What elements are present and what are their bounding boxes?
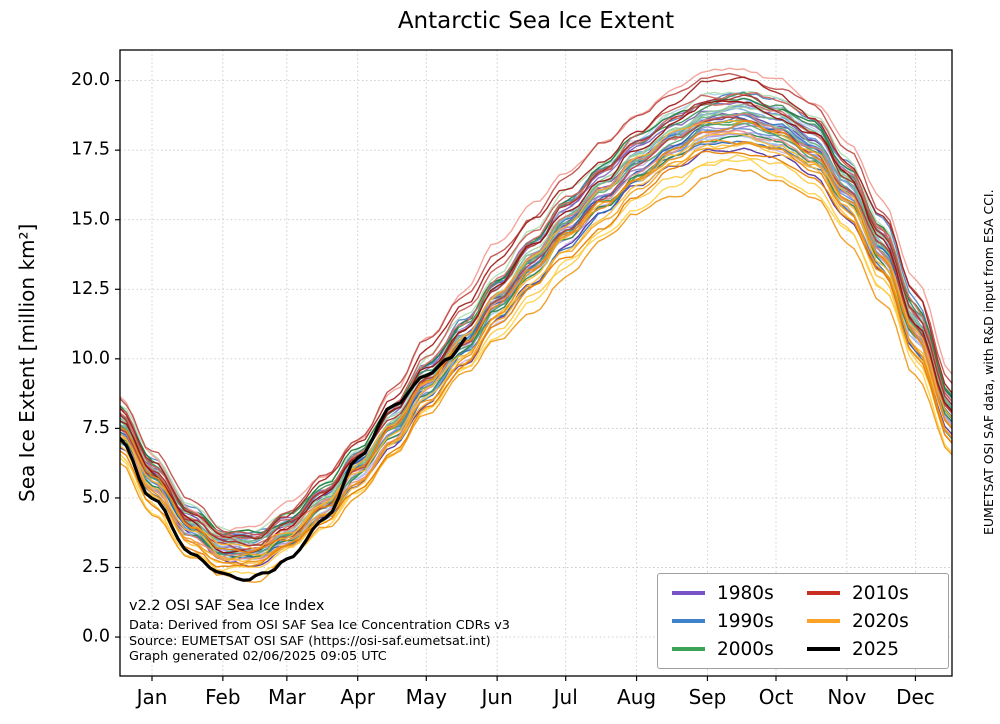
legend: 1980s 1990s 2000s 2010s 2020s 2025 (657, 573, 949, 669)
legend-item-1980s: 1980s (672, 583, 799, 604)
legend-label: 2010s (852, 582, 909, 604)
legend-item-2025: 2025 (807, 639, 934, 660)
chart-title: Antarctic Sea Ice Extent (397, 8, 675, 34)
legend-item-2020s: 2020s (807, 611, 934, 632)
legend-label: 1990s (717, 610, 774, 632)
legend-label: 1980s (717, 582, 774, 604)
annotation-version: v2.2 OSI SAF Sea Ice Index (129, 598, 325, 614)
legend-label: 2025 (852, 638, 900, 660)
legend-item-2000s: 2000s (672, 639, 799, 660)
annotations-block: v2.2 OSI SAF Sea Ice Index Data: Derived… (129, 598, 510, 665)
legend-swatch (672, 647, 705, 651)
legend-label: 2020s (852, 610, 909, 632)
legend-swatch (672, 619, 705, 623)
legend-swatch (807, 591, 840, 595)
y-axis-label: Sea Ice Extent [million km²] (15, 223, 39, 503)
legend-swatch (807, 619, 840, 623)
legend-label: 2000s (717, 638, 774, 660)
legend-item-2010s: 2010s (807, 583, 934, 604)
annotation-data: Data: Derived from OSI SAF Sea Ice Conce… (129, 618, 510, 633)
legend-swatch (672, 591, 705, 595)
legend-item-1990s: 1990s (672, 611, 799, 632)
credit-vertical-text: EUMETSAT OSI SAF data, with R&D input fr… (981, 189, 996, 536)
legend-swatch (807, 646, 840, 652)
annotation-source: Source: EUMETSAT OSI SAF (https://osi-sa… (129, 633, 491, 649)
annotation-generated: Graph generated 02/06/2025 09:05 UTC (129, 649, 387, 664)
